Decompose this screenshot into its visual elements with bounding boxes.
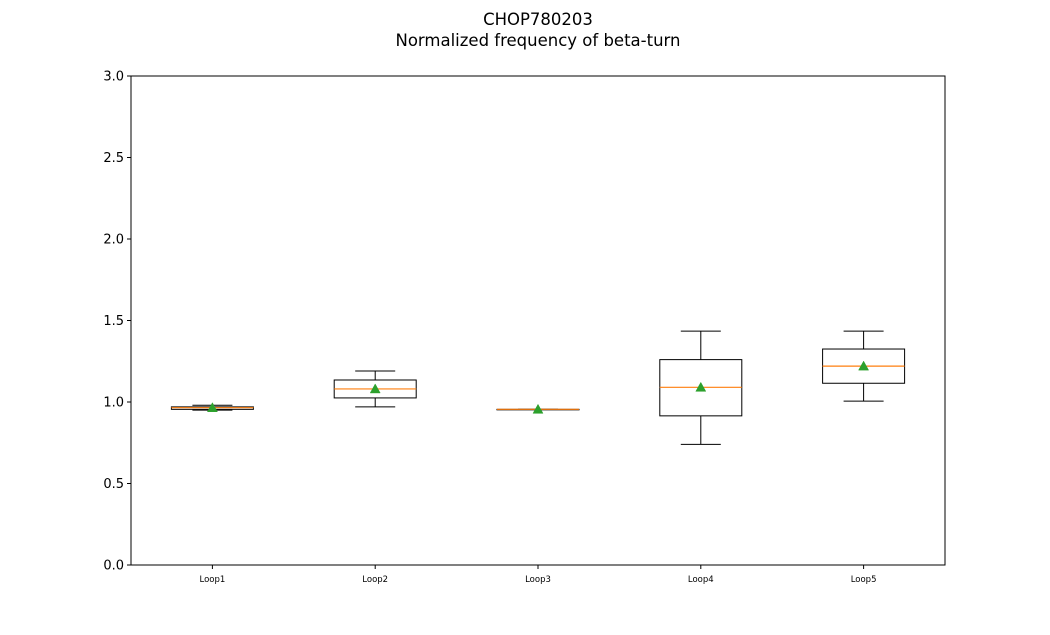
box-series [170, 330, 906, 445]
y-tick-label: 0.5 [103, 477, 124, 492]
mean-marker [206, 402, 218, 412]
mean-marker [369, 383, 381, 394]
box-loop3 [496, 403, 580, 414]
x-tick-label: Loop4 [688, 575, 714, 585]
x-axis: Loop1 Loop2 Loop3 Loop4 Loop5 [200, 565, 877, 585]
mean-marker [532, 403, 544, 414]
x-tick-label: Loop3 [525, 575, 551, 585]
plot-area-frame [130, 75, 946, 566]
y-axis: 0.0 0.5 1.0 1.5 2.0 2.5 3.0 [103, 70, 131, 574]
y-tick-label: 0.0 [103, 559, 124, 574]
x-tick-label: Loop2 [362, 575, 388, 585]
y-tick-label: 1.5 [103, 314, 124, 329]
chart-title: CHOP780203 [483, 10, 593, 29]
box-loop2 [333, 370, 417, 408]
chart-subtitle: Normalized frequency of beta-turn [395, 31, 681, 50]
y-tick-label: 1.0 [103, 396, 124, 411]
y-tick-label: 2.5 [103, 151, 124, 166]
x-tick-label: Loop1 [200, 575, 226, 585]
box-loop5 [822, 330, 906, 402]
mean-marker [695, 381, 707, 392]
y-tick-label: 2.0 [103, 233, 124, 248]
y-tick-label: 3.0 [103, 70, 124, 85]
box-loop1 [170, 402, 254, 412]
box-loop4 [659, 330, 743, 445]
mean-marker [858, 360, 870, 371]
x-tick-label: Loop5 [851, 575, 877, 585]
